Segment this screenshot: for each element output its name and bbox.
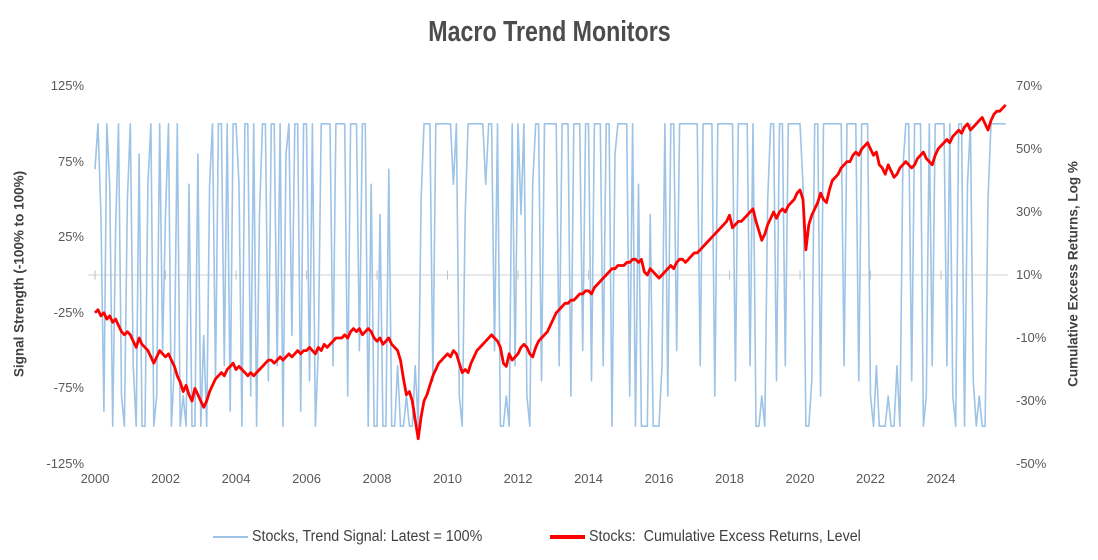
left-axis-tick-labels: 125% 75% 25% -25% -75% -125% (0, 78, 84, 471)
excess-returns-legend-label: Stocks: Cumulative Excess Returns, Level (589, 528, 862, 545)
right-axis-tick-label: -10% (1016, 330, 1047, 345)
trend-signal-legend-label: Stocks, Trend Signal: Latest = 100% (252, 528, 483, 545)
x-axis-tick-labels: 2000 2002 2004 2006 2008 2010 2012 2014 2016 2018… (81, 471, 1008, 491)
x-axis-tick-label: 2008 (362, 471, 392, 486)
right-axis-tick-label: 70% (1016, 78, 1043, 93)
x-axis-tick-label: 2018 (715, 471, 744, 486)
x-axis-tick-label: 2010 (433, 471, 462, 486)
left-axis-tick-label: 125% (50, 78, 84, 93)
excess-returns-legend-swatch (550, 535, 586, 539)
legend-item-excess-returns: Stocks: Cumulative Excess Returns, Level (550, 528, 884, 546)
legend: Stocks, Trend Signal: Latest = 100% Stoc… (0, 523, 1098, 551)
x-axis-tick-label: 2016 (644, 471, 674, 486)
right-axis-tick-labels: 70% 50% 30% 10% -10% -30% -50% (1016, 78, 1086, 471)
x-axis-tick-label: 2002 (151, 471, 180, 486)
x-axis-tick-label: 2020 (785, 471, 815, 486)
left-axis-tick-label: 25% (57, 229, 84, 245)
right-axis-tick-label: -50% (1016, 456, 1047, 471)
chart-title: Macro Trend Monitors (427, 16, 671, 48)
x-axis-tick-label: 2022 (856, 471, 885, 486)
x-axis-tick-label: 2014 (574, 471, 603, 486)
trend-signal-legend-swatch (213, 535, 249, 539)
right-axis-tick-label: 50% (1016, 141, 1043, 156)
plot-area (88, 103, 1008, 441)
x-axis-tick-label: 2000 (80, 471, 110, 486)
left-axis-tick-label: 75% (57, 153, 84, 169)
left-axis-tick-label: -75% (53, 380, 84, 396)
right-axis-tick-label: 10% (1016, 267, 1043, 282)
right-axis-tick-label: 30% (1016, 204, 1043, 219)
excess-returns-line (93, 103, 1007, 441)
trend-signal-line (94, 122, 1006, 428)
x-axis-tick-label: 2024 (926, 471, 956, 486)
x-axis-tick-label: 2012 (503, 471, 533, 486)
legend-item-trend-signal: Stocks, Trend Signal: Latest = 100% (213, 528, 502, 546)
left-axis-tick-label: -125% (46, 456, 84, 471)
right-axis-tick-label: -30% (1016, 393, 1047, 408)
x-axis-tick-label: 2006 (292, 471, 321, 486)
x-axis-tick-label: 2004 (221, 471, 251, 486)
left-axis-tick-label: -25% (53, 304, 84, 320)
chart-title-wrap: Macro Trend Monitors (0, 16, 1098, 49)
